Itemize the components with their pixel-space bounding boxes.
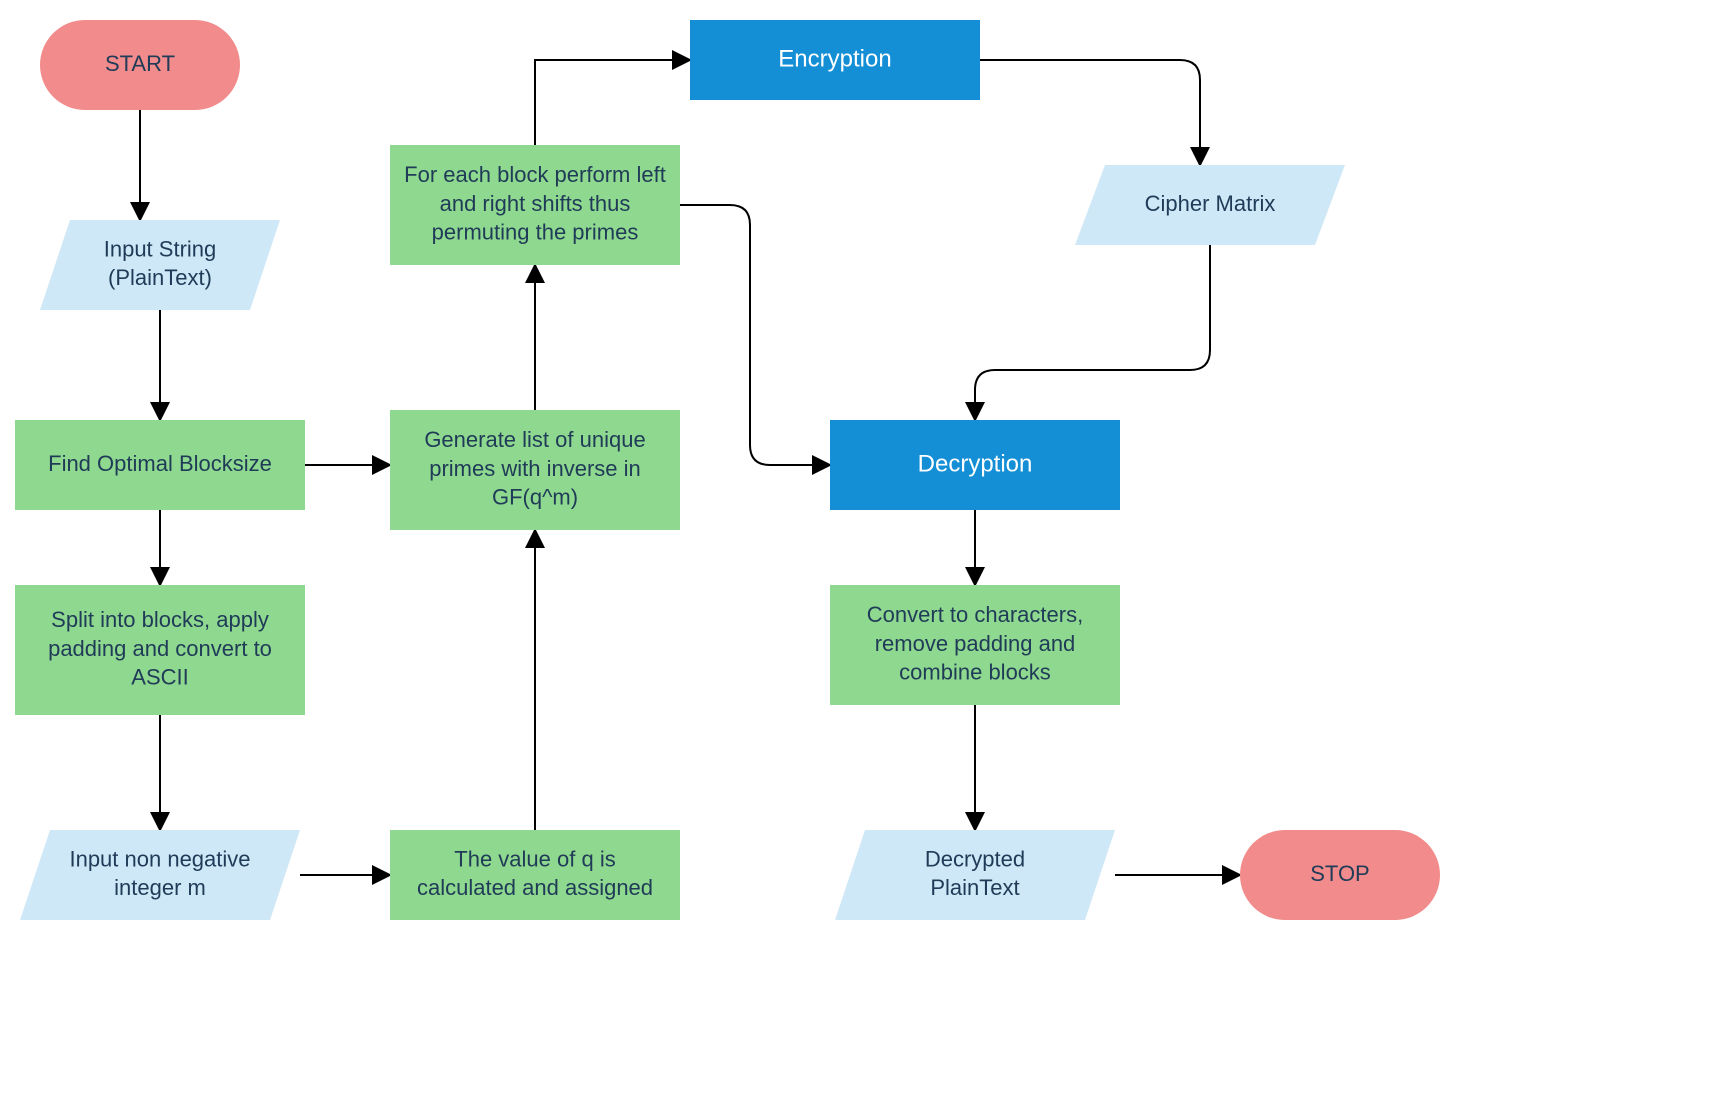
node-label: calculated and assigned xyxy=(417,875,653,900)
node-dec_plain: Decrypted PlainText xyxy=(835,830,1115,920)
node-label: The value of q is xyxy=(454,847,615,872)
node-label: Cipher Matrix xyxy=(1145,191,1276,216)
node-label: Encryption xyxy=(778,45,891,72)
node-input_m: Input non negative integer m xyxy=(20,830,300,920)
node-label: Decryption xyxy=(918,450,1033,477)
node-calc_q: The value of q is calculated and assigned xyxy=(390,830,680,920)
node-label: primes with inverse in xyxy=(429,456,641,481)
node-label: Find Optimal Blocksize xyxy=(48,451,272,476)
edge xyxy=(975,245,1210,420)
node-label: PlainText xyxy=(930,875,1019,900)
node-permute: For each block perform left and right shi… xyxy=(390,145,680,265)
node-decryption: Decryption xyxy=(830,420,1120,510)
node-label: padding and convert to xyxy=(48,636,272,661)
node-label: Decrypted xyxy=(925,847,1025,872)
edge xyxy=(980,60,1200,165)
node-start: START xyxy=(40,20,240,110)
node-split: Split into blocks, apply padding and conv… xyxy=(15,585,305,715)
node-label: STOP xyxy=(1310,861,1370,886)
node-cipher: Cipher Matrix xyxy=(1075,165,1345,245)
node-label: remove padding and xyxy=(875,631,1076,656)
node-stop: STOP xyxy=(1240,830,1440,920)
node-label: permuting the primes xyxy=(432,219,639,244)
node-label: Split into blocks, apply xyxy=(51,607,269,632)
node-blocksize: Find Optimal Blocksize xyxy=(15,420,305,510)
node-label: combine blocks xyxy=(899,659,1051,684)
node-label: START xyxy=(105,51,175,76)
node-label: Generate list of unique xyxy=(424,427,645,452)
node-convert: Convert to characters, remove padding and… xyxy=(830,585,1120,705)
edge xyxy=(535,60,690,145)
nodes-layer: START Input String (PlainText) Find Optimal… xyxy=(15,20,1440,920)
node-label: Convert to characters, xyxy=(867,602,1083,627)
node-label: For each block perform left xyxy=(404,162,666,187)
node-label: (PlainText) xyxy=(108,265,212,290)
node-label: integer m xyxy=(114,875,206,900)
node-input_str: Input String (PlainText) xyxy=(40,220,280,310)
edge xyxy=(680,205,830,465)
node-label: Input String xyxy=(104,237,217,262)
node-encryption: Encryption xyxy=(690,20,980,100)
node-label: ASCII xyxy=(131,664,188,689)
node-gen_primes: Generate list of unique primes with inver… xyxy=(390,410,680,530)
node-label: Input non negative xyxy=(69,847,250,872)
node-label: and right shifts thus xyxy=(440,191,631,216)
node-label: GF(q^m) xyxy=(492,484,578,509)
flowchart-canvas: START Input String (PlainText) Find Optimal… xyxy=(0,0,1725,1095)
